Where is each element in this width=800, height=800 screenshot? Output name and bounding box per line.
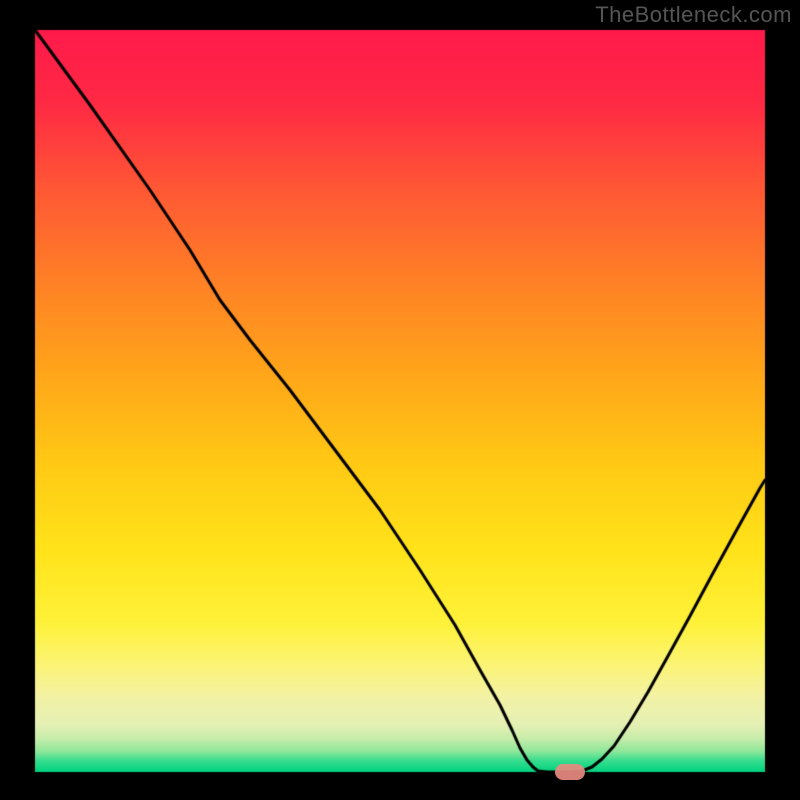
chart-container: TheBottleneck.com [0,0,800,800]
bottleneck-curve [0,0,800,800]
optimum-marker [555,764,585,780]
watermark-text: TheBottleneck.com [595,2,792,28]
